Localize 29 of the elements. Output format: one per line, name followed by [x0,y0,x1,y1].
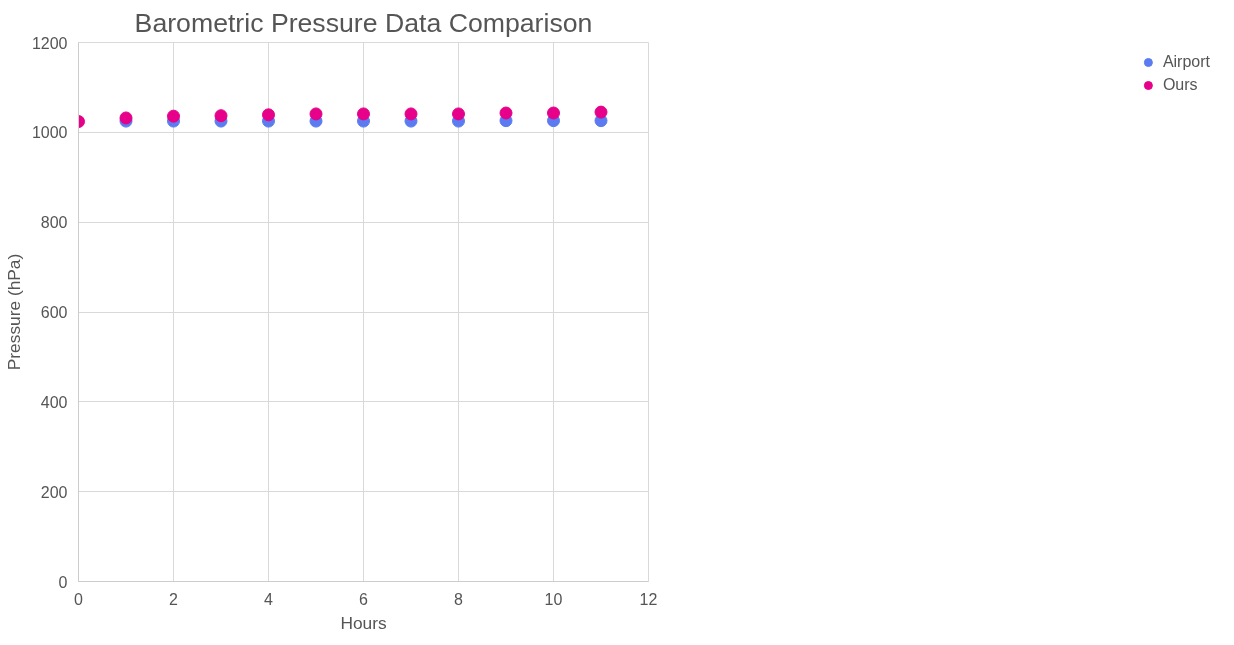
y-axis-title: Pressure (hPa) [3,253,24,371]
x-tick-label: 0 [74,590,84,608]
point [452,107,465,121]
point [404,107,418,121]
chart-title: Barometric Pressure Data Comparison [134,7,593,38]
x-tick-label: 10 [544,590,563,608]
point [547,106,560,120]
x-tick-label: 6 [359,590,369,608]
point [499,106,513,120]
point [594,105,608,119]
legend-label: Airport [1162,53,1210,71]
y-tick-label: 600 [40,304,68,321]
y-tick-label: 200 [40,483,68,501]
x-axis-title: Hours [340,612,387,633]
x-tick-label: 2 [169,590,179,608]
y-tick-label: 0 [58,573,68,591]
point [214,109,228,123]
point [262,108,275,122]
point [309,107,323,121]
y-tick-label: 400 [40,393,68,411]
x-tick-label: 8 [454,590,464,608]
point [167,109,180,123]
y-tick-label: 1200 [31,34,68,52]
legend-label: Ours [1162,76,1198,94]
point [357,107,370,121]
x-tick-label: 4 [264,590,274,608]
x-tick-label: 12 [639,590,658,608]
y-tick-label: 800 [40,214,68,232]
y-tick-label: 1000 [31,124,68,142]
